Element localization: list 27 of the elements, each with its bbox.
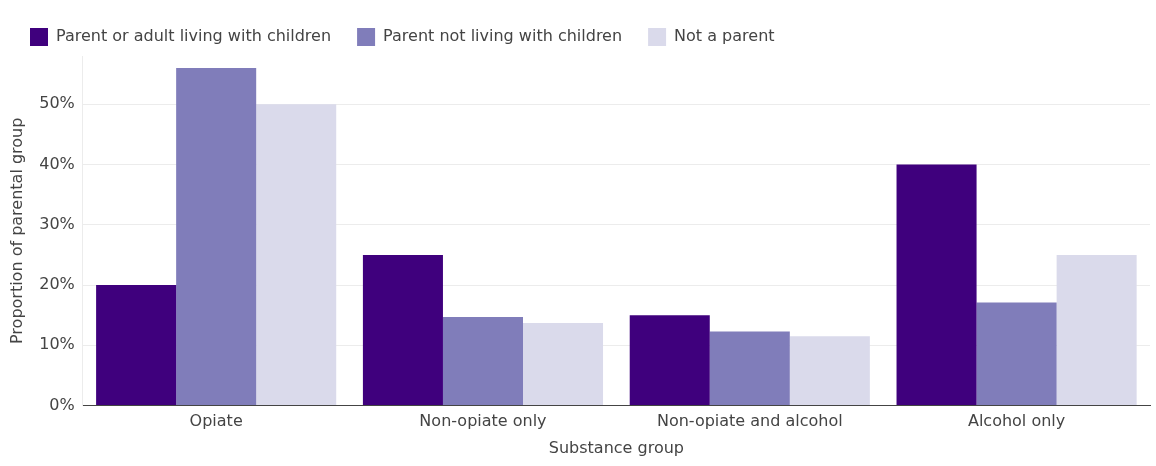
y-tick-label: 20% <box>39 274 75 294</box>
x-axis-title: Substance group <box>548 437 684 457</box>
bar <box>709 331 790 406</box>
bar <box>789 336 870 406</box>
legend-label: Not a parent <box>674 26 775 46</box>
y-tick-label: 40% <box>39 153 75 173</box>
y-axis-title: Proportion of parental group <box>6 117 26 344</box>
x-tick-label: Non-opiate and alcohol <box>656 411 843 431</box>
bar <box>362 254 443 406</box>
bar <box>256 104 337 406</box>
bar <box>1056 254 1137 406</box>
y-tick-label: 30% <box>39 213 75 233</box>
x-tick-label: Non-opiate only <box>419 411 547 431</box>
bar <box>176 68 257 406</box>
bar <box>523 323 604 406</box>
y-tick-label: 50% <box>39 93 75 113</box>
bar <box>896 164 977 406</box>
legend-label: Parent not living with children <box>383 26 623 46</box>
y-tick-label: 10% <box>39 334 75 354</box>
y-tick-label: 0% <box>49 394 75 414</box>
bar <box>976 302 1057 406</box>
x-tick-label: Opiate <box>189 411 243 431</box>
bar <box>442 316 523 406</box>
bar <box>629 315 710 406</box>
legend-label: Parent or adult living with children <box>56 26 332 46</box>
bar <box>96 285 177 406</box>
x-tick-label: Alcohol only <box>967 411 1066 431</box>
